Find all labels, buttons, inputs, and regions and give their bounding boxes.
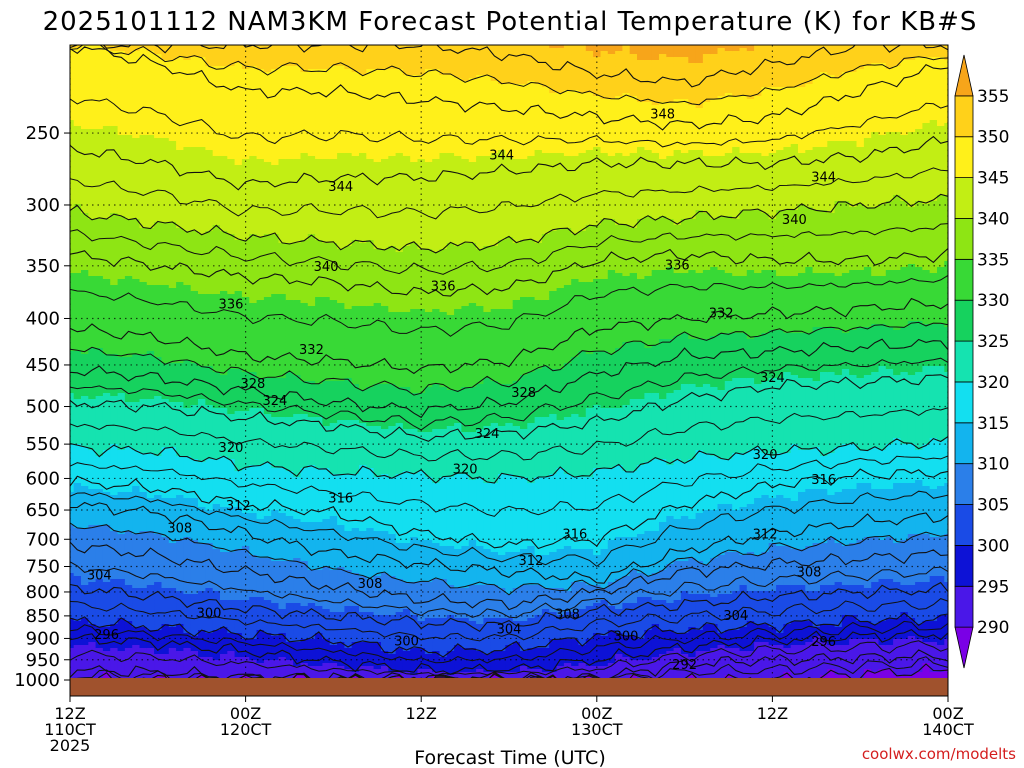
contour-label: 328 [511, 386, 536, 401]
contour-label: 340 [314, 260, 339, 275]
x-tick-label: 130CT [571, 720, 623, 739]
colorbar-swatch [955, 96, 973, 137]
contour-label: 296 [94, 628, 119, 643]
y-tick-label: 450 [26, 355, 60, 376]
y-tick-label: 250 [26, 123, 60, 144]
contour-label: 324 [262, 394, 287, 409]
contour-label: 296 [811, 635, 836, 650]
colorbar-label: 330 [977, 291, 1009, 311]
y-tick-label: 400 [26, 308, 60, 329]
colorbar-swatch [955, 545, 973, 586]
colorbar-label: 295 [977, 577, 1009, 597]
colorbar-swatch [955, 586, 973, 627]
contour-label: 336 [219, 297, 244, 312]
y-tick-label: 950 [26, 650, 60, 671]
contour-label: 348 [650, 108, 675, 123]
colorbar-label: 290 [977, 618, 1009, 638]
colorbar: 290 295 300 305 310 315 320 325 330 335 340 345 350 3… [955, 55, 1009, 668]
colorbar-swatch [955, 423, 973, 464]
ground-surface [70, 678, 948, 696]
contour-label: 340 [782, 213, 807, 228]
colorbar-swatch [955, 627, 973, 668]
contour-label: 316 [562, 528, 587, 543]
x-tick-label: 12Z [757, 704, 788, 723]
contour-label: 336 [665, 259, 690, 274]
colorbar-label: 310 [977, 455, 1009, 475]
colorbar-swatch [955, 382, 973, 423]
contour-label: 332 [299, 343, 324, 358]
contour-label: 304 [497, 623, 522, 638]
y-tick-label: 700 [26, 529, 60, 550]
contour-label: 300 [394, 635, 419, 650]
colorbar-swatch [955, 464, 973, 505]
contour-label: 312 [753, 528, 778, 543]
x-tick-label: 12Z [406, 704, 437, 723]
colorbar-label: 300 [977, 536, 1009, 556]
y-tick-label: 550 [26, 434, 60, 455]
x-tick-label: 140CT [922, 720, 974, 739]
contour-label: 320 [753, 448, 778, 463]
colorbar-label: 305 [977, 496, 1009, 516]
colorbar-label: 340 [977, 209, 1009, 229]
colorbar-swatch [955, 259, 973, 300]
y-tick-label: 300 [26, 195, 60, 216]
x-tick-label: 120CT [220, 720, 272, 739]
contour-label: 308 [358, 577, 383, 592]
contour-label: 308 [555, 608, 580, 623]
contour-label: 324 [760, 371, 785, 386]
pressure-axis: 2503003504004505005506006507007508008509… [14, 123, 70, 691]
colorbar-swatch [955, 178, 973, 219]
contour-label: 324 [475, 427, 500, 442]
x-axis-label: Forecast Time (UTC) [414, 747, 605, 768]
colorbar-swatch [955, 300, 973, 341]
contour-label: 300 [197, 607, 222, 622]
contour-label: 328 [241, 377, 266, 392]
contour-label: 304 [87, 568, 112, 583]
chart-title: 2025101112 NAM3KM Forecast Potential Tem… [43, 7, 978, 37]
y-tick-label: 900 [26, 628, 60, 649]
colorbar-swatch [955, 55, 973, 96]
contour-label: 344 [489, 149, 514, 164]
y-tick-label: 1000 [14, 670, 60, 691]
contour-label: 292 [672, 658, 697, 673]
y-tick-label: 750 [26, 556, 60, 577]
contour-label: 336 [431, 280, 456, 295]
contour-label: 332 [709, 307, 734, 322]
colorbar-label: 335 [977, 250, 1009, 270]
colorbar-swatch [955, 137, 973, 178]
colorbar-label: 315 [977, 414, 1009, 434]
theta-color-field [66, 45, 952, 681]
y-tick-label: 600 [26, 468, 60, 489]
contour-label: 344 [328, 180, 353, 195]
contour-label: 300 [614, 629, 639, 644]
contour-label: 316 [328, 492, 353, 507]
contour-label: 312 [519, 554, 544, 569]
colorbar-swatch [955, 505, 973, 546]
contour-label: 308 [797, 566, 822, 581]
y-tick-label: 500 [26, 397, 60, 418]
colorbar-label: 350 [977, 128, 1009, 148]
contour-label: 344 [811, 170, 836, 185]
y-tick-label: 800 [26, 582, 60, 603]
contour-label: 320 [453, 462, 478, 477]
colorbar-label: 345 [977, 169, 1009, 189]
contour-label: 312 [226, 499, 251, 514]
colorbar-label: 320 [977, 373, 1009, 393]
x-tick-label: 2025 [50, 736, 91, 755]
y-tick-label: 850 [26, 606, 60, 627]
y-tick-label: 650 [26, 500, 60, 521]
colorbar-label: 325 [977, 332, 1009, 352]
contour-label: 308 [167, 521, 192, 536]
credit-text: coolwx.com/modelts [862, 745, 1016, 763]
colorbar-swatch [955, 341, 973, 382]
colorbar-label: 355 [977, 87, 1009, 107]
colorbar-swatch [955, 218, 973, 259]
contour-label: 320 [219, 441, 244, 456]
contour-label: 316 [811, 473, 836, 488]
y-tick-label: 350 [26, 256, 60, 277]
contour-label: 304 [723, 609, 748, 624]
